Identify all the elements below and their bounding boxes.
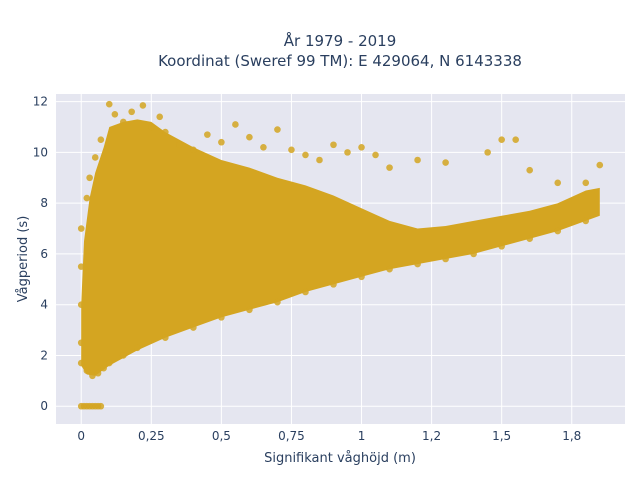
point-cloud [81,119,600,376]
data-point [386,265,393,273]
data-point [358,144,365,151]
y-tick-label: 0 [40,399,48,413]
data-point [133,344,141,352]
chart-title-line-2: Koordinat (Sweref 99 TM): E 429064, N 61… [158,52,522,70]
x-tick-label: 0 [77,429,85,443]
data-point [77,301,85,308]
data-point [386,164,393,171]
x-tick-label: 1,8 [562,429,581,443]
data-point [358,273,365,281]
x-tick-label: 0,75 [278,429,305,443]
data-point [288,146,295,154]
data-point [302,151,309,159]
data-point [190,146,197,154]
y-axis-title: Vågperiod (s) [16,216,31,303]
data-point [119,118,127,126]
point-cloud-region [81,119,600,376]
chart-title-line-1: År 1979 - 2019 [284,31,397,50]
data-point [330,281,337,288]
x-tick-label: 1 [358,429,366,443]
data-point [218,138,225,146]
data-point [498,136,505,143]
data-point [77,263,85,270]
data-point [119,352,127,359]
data-point [442,255,449,263]
data-point [498,243,505,250]
data-point [470,250,477,258]
data-point [77,339,85,347]
data-point [526,235,533,242]
data-point [190,324,197,331]
data-point [97,136,105,143]
data-point [330,141,337,149]
x-tick-label: 1,2 [422,429,441,443]
data-point [100,364,107,372]
data-point [111,111,119,118]
data-point [83,194,91,202]
data-point [260,144,267,151]
data-point [554,179,562,187]
data-points [77,100,604,410]
y-tick-label: 4 [40,298,48,312]
data-point [512,136,519,143]
data-point [162,334,169,341]
data-point [218,314,225,321]
x-tick-label: 0,5 [212,429,231,443]
x-axis-ticks: 0 0,25 0,5 0,75 1 1,2 1,5 1,8 [77,429,581,443]
y-tick-label: 6 [40,247,48,261]
data-point [246,306,253,314]
data-point [414,156,421,164]
data-point [302,288,309,296]
data-point [86,174,93,182]
y-axis-ticks: 0 2 4 6 8 10 12 [33,95,48,414]
data-point [139,102,147,109]
data-point [246,133,253,141]
data-point [344,149,351,156]
x-axis-title: Signifikant våghöjd (m) [264,451,416,466]
data-point [582,217,590,225]
data-point [372,151,379,159]
x-tick-label: 1,5 [492,429,511,443]
data-point [414,260,421,268]
data-point [484,149,491,156]
data-point [442,159,449,166]
data-point [162,128,169,136]
data-point [77,359,85,367]
data-point [94,369,102,377]
data-point [274,126,281,133]
data-point [274,298,281,306]
data-point [148,123,155,131]
y-tick-label: 2 [40,348,48,362]
y-tick-label: 8 [40,196,48,210]
data-point [554,227,562,235]
data-point [83,367,91,374]
y-tick-label: 12 [33,95,48,109]
y-tick-label: 10 [33,145,48,159]
data-point [77,225,85,232]
data-point [582,179,590,187]
data-point [176,141,183,149]
data-point [97,402,105,410]
x-tick-label: 0,25 [138,429,165,443]
data-point [105,359,113,367]
data-point [596,161,604,169]
data-point [526,166,533,174]
data-point [89,372,96,380]
data-point [91,154,99,161]
data-point [316,156,323,164]
data-point [156,113,164,121]
data-point [105,100,113,108]
data-point [232,121,239,128]
data-point [128,108,135,116]
data-point [204,131,211,138]
